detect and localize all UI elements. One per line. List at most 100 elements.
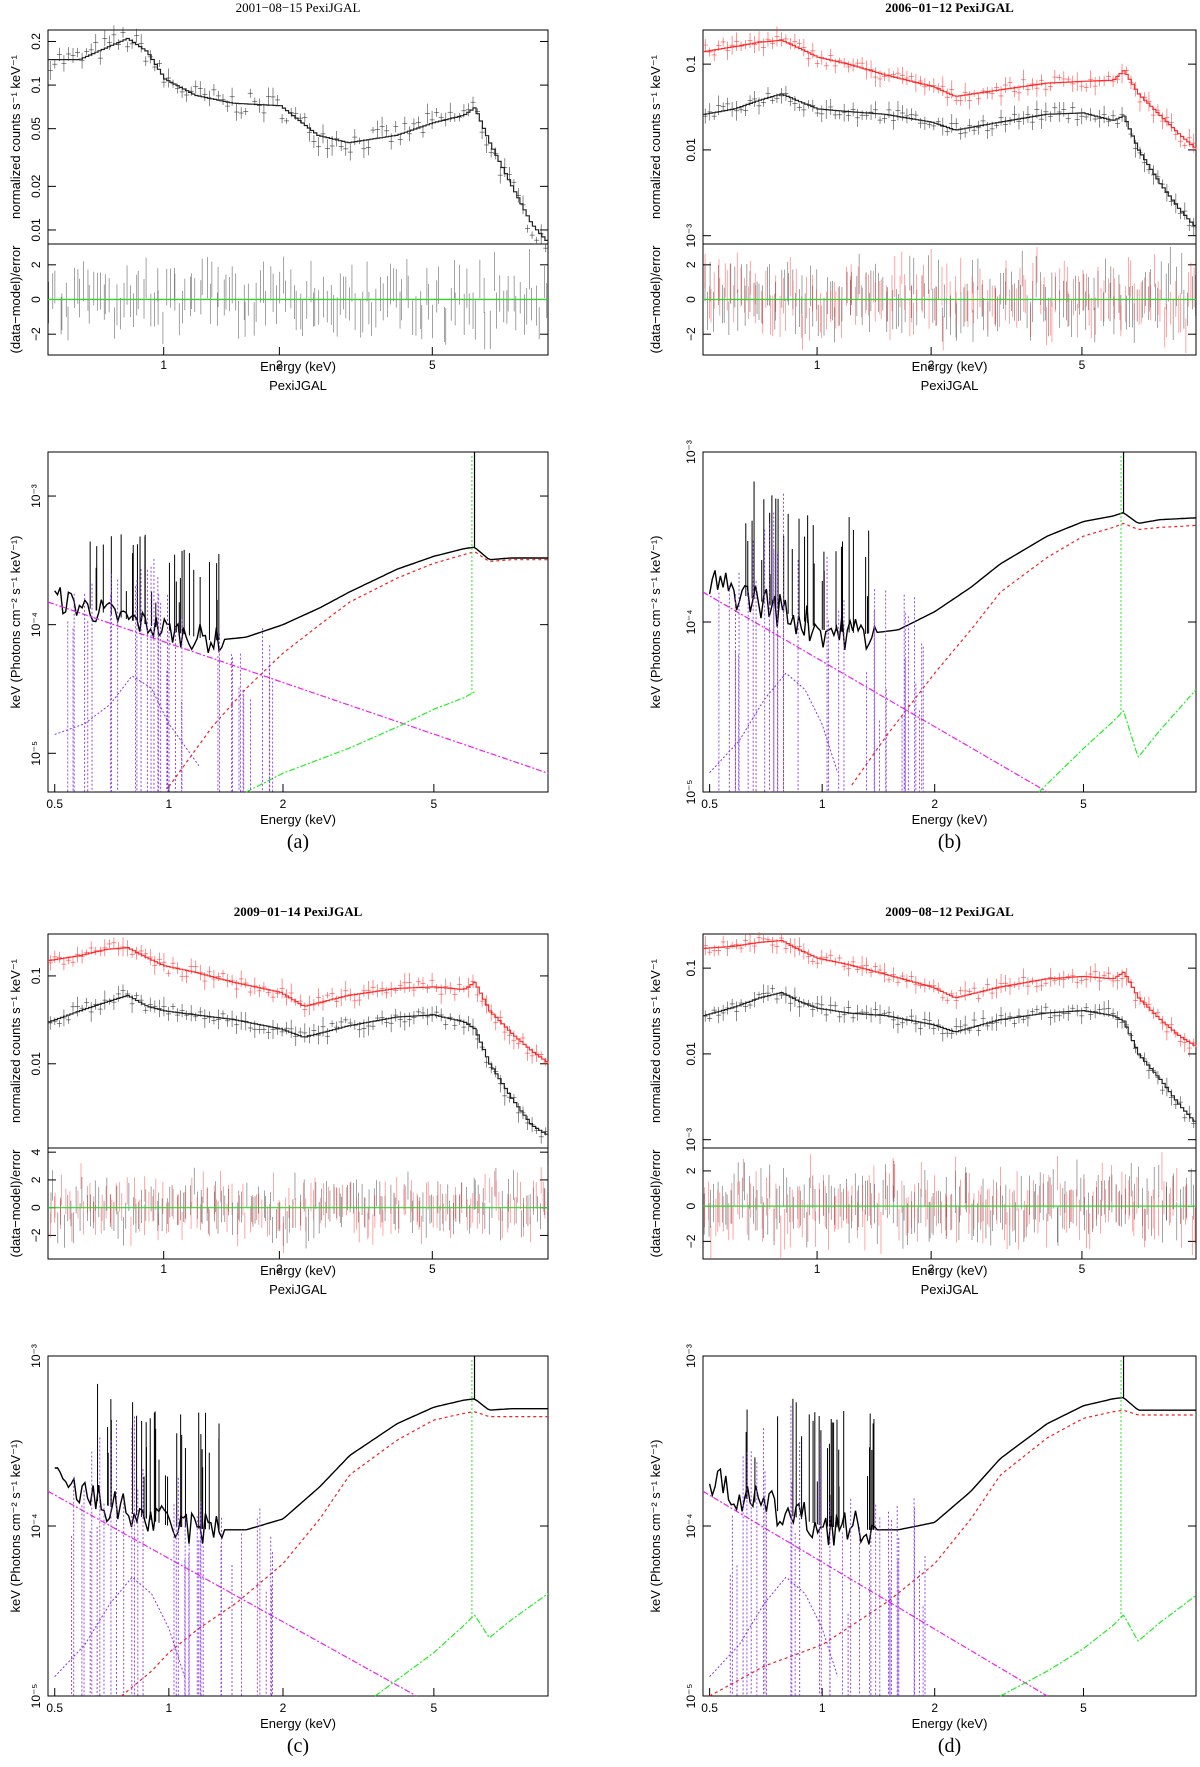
chart-panel-a-model: PexiJGAL 10⁻³ 10⁻⁴ 10⁻⁵ keV (Photons cm⁻² s⁻… [8, 378, 549, 853]
chart-panel-c-residuals: 4 2 0 −2 (data−model)/error 1 2 5 Energy (keV) [8, 1147, 549, 1278]
x-axis-label: Energy (keV) [260, 359, 336, 374]
model-component-total [708, 512, 1197, 652]
y-tick-label: 0.01 [29, 1052, 43, 1076]
residual-frame [47, 1147, 549, 1260]
spectrum-frame [47, 29, 549, 245]
x-tick-label: 1 [166, 1701, 173, 1715]
x-tick-label: 5 [1079, 1262, 1086, 1276]
model-component-reflection [709, 1409, 1196, 1697]
y-tick-label: 0.02 [29, 174, 43, 198]
x-tick-label: 5 [429, 1262, 436, 1276]
spectrum-frame [702, 29, 1197, 245]
model-component-gauss-edge [1000, 1595, 1197, 1697]
y-tick-label: 4 [29, 1149, 43, 1156]
y-tick-label: 10⁻⁴ [684, 1514, 698, 1539]
y-tick-label: 0 [29, 296, 43, 303]
x-axis-label: Energy (keV) [260, 812, 336, 827]
model-component-power-law [702, 591, 1048, 793]
model-curve-red [48, 947, 549, 1064]
x-axis-label: Energy (keV) [260, 1716, 336, 1731]
x-tick-label: 1 [814, 1262, 821, 1276]
x-tick-label: 5 [431, 797, 438, 811]
x-axis-label: Energy (keV) [260, 1263, 336, 1278]
y-tick-label: 0.05 [29, 117, 43, 141]
y-tick-label: 0.01 [29, 218, 43, 242]
model-curve-black [703, 992, 1197, 1125]
y-tick-label: 2 [29, 1176, 43, 1183]
x-tick-label: 0.5 [46, 1701, 63, 1715]
y-tick-label: 10⁻³ [29, 1344, 43, 1368]
chart-panel-d-residuals: 2 0 −2 (data−model)/error 1 2 5 Energy (keV) [648, 1147, 1197, 1278]
model-component-reflection [168, 550, 548, 788]
y-tick-label: 0 [29, 1204, 43, 1211]
y-axis-label: (data−model)/error [8, 1149, 23, 1258]
chart-panel-a-residuals: 2 0 −2 (data−model)/error 1 2 5 Energy (keV) [8, 243, 549, 374]
x-axis-label: Energy (keV) [912, 812, 988, 827]
chart-panel-b-model: PexiJGAL 10⁻³ 10⁻⁴ 10⁻⁵ keV (Photons cm⁻² s⁻… [648, 378, 1197, 853]
x-axis-label: Energy (keV) [912, 359, 988, 374]
x-tick-label: 0.5 [46, 797, 63, 811]
spectrum-frame [702, 933, 1197, 1149]
model-component-gauss-edge [374, 1593, 549, 1697]
x-tick-label: 1 [160, 358, 167, 372]
y-tick-label: 0.1 [29, 76, 43, 93]
model-frame [47, 1355, 549, 1697]
subfigure-label: (a) [287, 831, 309, 853]
x-tick-label: 1 [166, 797, 173, 811]
y-axis-label: normalized counts s⁻¹ keV⁻¹ [8, 958, 23, 1123]
y-tick-label: 0.1 [684, 959, 698, 976]
subfigure-label: (d) [938, 1735, 961, 1757]
model-frame [47, 451, 549, 793]
x-tick-label: 1 [814, 358, 821, 372]
x-tick-label: 2 [280, 797, 287, 811]
model-component-power-law [47, 1490, 417, 1697]
y-tick-label: 10⁻⁵ [29, 741, 43, 766]
y-axis-label: keV (Photons cm⁻² s⁻¹ keV⁻¹) [8, 1439, 23, 1612]
y-tick-label: 10⁻³ [684, 1344, 698, 1368]
chart-panel-d-spectrum: 2009−08−12 PexiJGAL 0.1 0.01 10⁻³ normalized… [648, 904, 1197, 1152]
model-component-total [54, 1398, 548, 1544]
model-component-apec [709, 1576, 839, 1677]
x-tick-label: 2 [276, 358, 283, 372]
y-axis-label: normalized counts s⁻¹ keV⁻¹ [8, 54, 23, 219]
panel-title: 2009−08−12 PexiJGAL [885, 904, 1014, 919]
x-tick-label: 5 [1080, 1701, 1087, 1715]
y-tick-label: −2 [684, 1234, 698, 1248]
x-tick-label: 2 [280, 1701, 287, 1715]
x-tick-label: 1 [819, 797, 826, 811]
model-component-power-law [47, 601, 549, 774]
y-tick-label: 10⁻³ [684, 440, 698, 464]
y-axis-label: (data−model)/error [8, 245, 23, 354]
x-axis-label: Energy (keV) [912, 1716, 988, 1731]
model-component-apec [54, 675, 200, 766]
y-tick-label: 10⁻⁵ [684, 780, 698, 805]
x-tick-label: 5 [1080, 797, 1087, 811]
model-component-total [54, 546, 548, 654]
model-component-total [708, 1396, 1196, 1546]
y-tick-label: 10⁻³ [684, 224, 698, 248]
y-tick-label: 10⁻⁴ [29, 612, 43, 637]
x-tick-label: 0.5 [701, 797, 718, 811]
y-tick-label: 10⁻⁵ [29, 1684, 43, 1709]
y-axis-label: keV (Photons cm⁻² s⁻¹ keV⁻¹) [648, 535, 663, 708]
y-axis-label: (data−model)/error [648, 1149, 663, 1258]
chart-panel-c-spectrum: 2009−01−14 PexiJGAL 0.1 0.01 normalized cou… [8, 904, 549, 1149]
subfigure-label: (b) [938, 831, 961, 853]
model-component-apec [709, 672, 839, 773]
y-axis-label: keV (Photons cm⁻² s⁻¹ keV⁻¹) [8, 535, 23, 708]
x-tick-label: 2 [928, 358, 935, 372]
y-tick-label: 0.01 [684, 138, 698, 162]
y-tick-label: 0.1 [29, 967, 43, 984]
y-tick-label: 0.01 [684, 1042, 698, 1066]
x-tick-label: 0.5 [701, 1701, 718, 1715]
y-axis-label: (data−model)/error [648, 245, 663, 354]
model-component-reflection [121, 1411, 548, 1697]
model-title: PexiJGAL [921, 378, 979, 393]
panel-title: 2006−01−12 PexiJGAL [885, 0, 1014, 15]
model-component-gauss-edge [1038, 689, 1197, 793]
x-tick-label: 5 [1079, 358, 1086, 372]
x-tick-label: 2 [276, 1262, 283, 1276]
y-axis-label: normalized counts s⁻¹ keV⁻¹ [648, 54, 663, 219]
y-tick-label: 2 [29, 261, 43, 268]
